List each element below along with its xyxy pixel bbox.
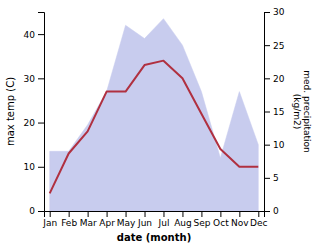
tick-label: Jun: [137, 218, 152, 228]
tick-label: 0: [273, 206, 279, 216]
tick-mark: [38, 123, 44, 124]
tick: 10: [264, 140, 285, 150]
tick-mark: [38, 34, 44, 35]
tick-mark: [264, 145, 270, 146]
tick-mark: [69, 211, 70, 217]
tick-mark: [182, 211, 183, 217]
tick: Jul: [158, 211, 170, 228]
tick-mark: [38, 167, 44, 168]
tick-label: 5: [273, 173, 279, 183]
tick: Jan: [42, 211, 57, 228]
tick-label: 0: [29, 206, 35, 216]
tick-label: Jul: [158, 218, 170, 228]
tick-label: 30: [273, 7, 285, 17]
tick-mark: [38, 211, 44, 212]
y2-axis-title: med. precipitation(kg/m2): [292, 70, 312, 152]
tick-mark: [107, 211, 108, 217]
tick-label: Mar: [80, 218, 97, 228]
tick: Dec: [250, 211, 267, 228]
axis-line: [45, 212, 265, 218]
tick: Apr: [99, 211, 115, 228]
tick-mark: [239, 211, 240, 217]
tick: May: [117, 211, 136, 228]
tick: Feb: [61, 211, 77, 228]
y-axis-title: max temp (C): [5, 77, 16, 146]
tick: 20: [264, 74, 285, 84]
tick-label: May: [117, 218, 136, 228]
tick: 30: [24, 74, 44, 84]
tick: Oct: [213, 211, 229, 228]
tick-mark: [163, 211, 164, 217]
tick-label: Apr: [99, 218, 115, 228]
tick: 20: [24, 118, 44, 128]
plot: Jan FebMarAprMayJun Jul AugSepOctNovDec 0 10 2…: [5, 7, 312, 243]
tick-label: 10: [24, 162, 36, 172]
tick-label: Oct: [213, 218, 229, 228]
tick-mark: [264, 178, 270, 179]
tick-mark: [50, 211, 51, 217]
tick: 10: [24, 162, 44, 172]
marks: [50, 19, 259, 211]
tick: Nov: [231, 211, 249, 228]
tick-label: 30: [24, 74, 36, 84]
tick-label: Feb: [61, 218, 77, 228]
tick-mark: [264, 112, 270, 113]
axis: 0 5 10 15 20 25 30: [264, 7, 285, 216]
axis: Jan FebMarAprMayJun Jul AugSepOctNovDec: [42, 211, 267, 228]
tick: Sep: [193, 211, 210, 228]
tick-label: Dec: [250, 218, 267, 228]
tick: 0: [264, 206, 279, 216]
tick: 15: [264, 107, 284, 117]
tick-label: 40: [24, 29, 36, 39]
tick-mark: [264, 45, 270, 46]
tick: Mar: [80, 211, 97, 228]
tick-label: Jan: [42, 218, 57, 228]
x-axis-title: date (month): [117, 232, 191, 243]
tick-label: 20: [24, 118, 36, 128]
tick-mark: [201, 211, 202, 217]
tick-mark: [126, 211, 127, 217]
tick-label: 20: [273, 74, 285, 84]
tick: 5: [264, 173, 279, 183]
tick-label: Nov: [231, 218, 249, 228]
tick-mark: [264, 211, 270, 212]
tick-label: 10: [273, 140, 285, 150]
tick: 25: [264, 41, 284, 51]
tick-label: 25: [273, 41, 284, 51]
y2-axis-title-line: (kg/m2): [292, 94, 302, 129]
y2-axis-title-line: med. precipitation: [302, 70, 312, 152]
tick-label: 15: [273, 107, 284, 117]
tick-mark: [88, 211, 89, 217]
axis-line: [265, 13, 271, 212]
tick-mark: [258, 211, 259, 217]
tick-label: Sep: [193, 218, 210, 228]
precipitation-area: [50, 19, 259, 211]
tick-mark: [145, 211, 146, 217]
tick: Aug: [174, 211, 192, 228]
tick-mark: [264, 78, 270, 79]
tick-mark: [220, 211, 221, 217]
chart: Jan FebMarAprMayJun Jul AugSepOctNovDec 0 10 2…: [0, 0, 318, 247]
tick: 40: [24, 29, 44, 39]
temperature-line: [50, 61, 259, 194]
axis-line: [38, 13, 45, 212]
tick: 30: [264, 7, 285, 17]
axis: 0 10 20 30 40: [24, 13, 45, 217]
tick: 0: [29, 206, 44, 216]
tick-label: Aug: [174, 218, 192, 228]
tick-mark: [38, 78, 44, 79]
tick-mark: [264, 12, 270, 13]
tick: Jun: [137, 211, 152, 228]
